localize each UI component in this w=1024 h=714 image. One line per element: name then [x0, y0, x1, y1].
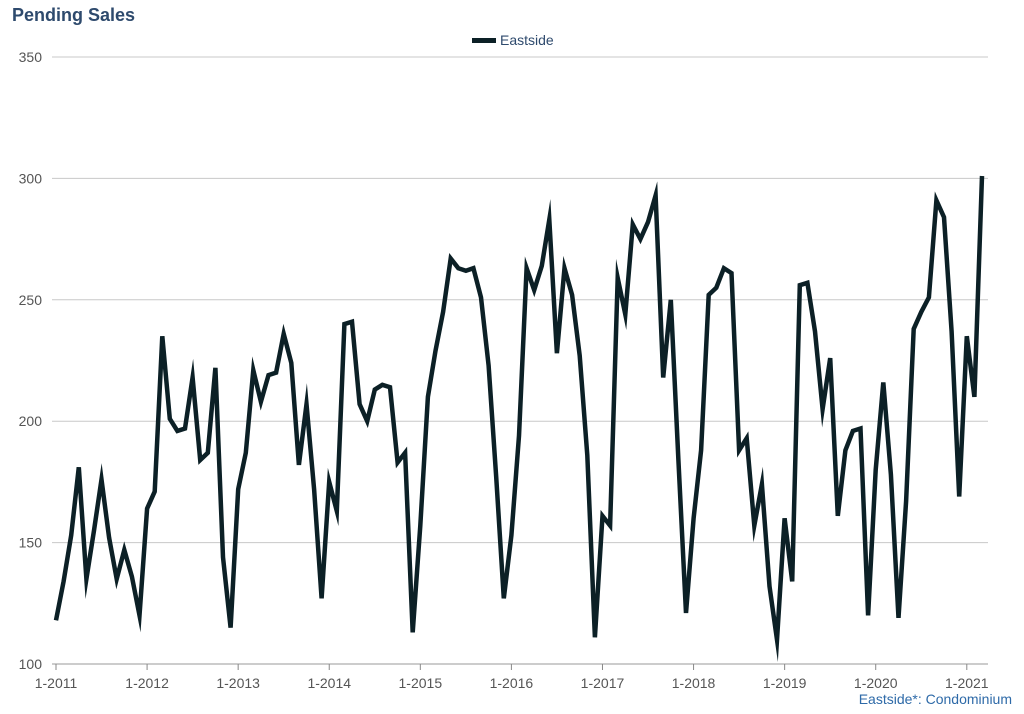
- chart-legend: Eastside: [472, 32, 554, 48]
- x-tick-label: 1-2021: [945, 675, 989, 691]
- chart-footnote: Eastside*: Condominium: [858, 691, 1012, 707]
- x-tick-label: 1-2019: [763, 675, 807, 691]
- y-tick-label: 150: [19, 535, 43, 551]
- x-tick-label: 1-2014: [307, 675, 351, 691]
- x-tick-label: 1-2018: [672, 675, 716, 691]
- x-tick-label: 1-2016: [490, 675, 534, 691]
- legend-label-eastside: Eastside: [500, 32, 554, 48]
- chart-title: Pending Sales: [12, 5, 136, 25]
- x-tick-label: 1-2017: [581, 675, 625, 691]
- x-tick-label: 1-2013: [216, 675, 260, 691]
- x-tick-label: 1-2015: [399, 675, 443, 691]
- y-tick-label: 100: [19, 656, 43, 672]
- y-tick-label: 300: [19, 170, 43, 186]
- x-tick-label: 1-2020: [854, 675, 898, 691]
- x-tick-label: 1-2012: [125, 675, 169, 691]
- series-line-eastside: [53, 175, 985, 662]
- y-tick-label: 250: [19, 292, 43, 308]
- y-tick-label: 200: [19, 413, 43, 429]
- legend-swatch-eastside: [472, 37, 496, 43]
- y-tick-label: 350: [19, 49, 43, 65]
- x-tick-label: 1-2011: [35, 675, 78, 691]
